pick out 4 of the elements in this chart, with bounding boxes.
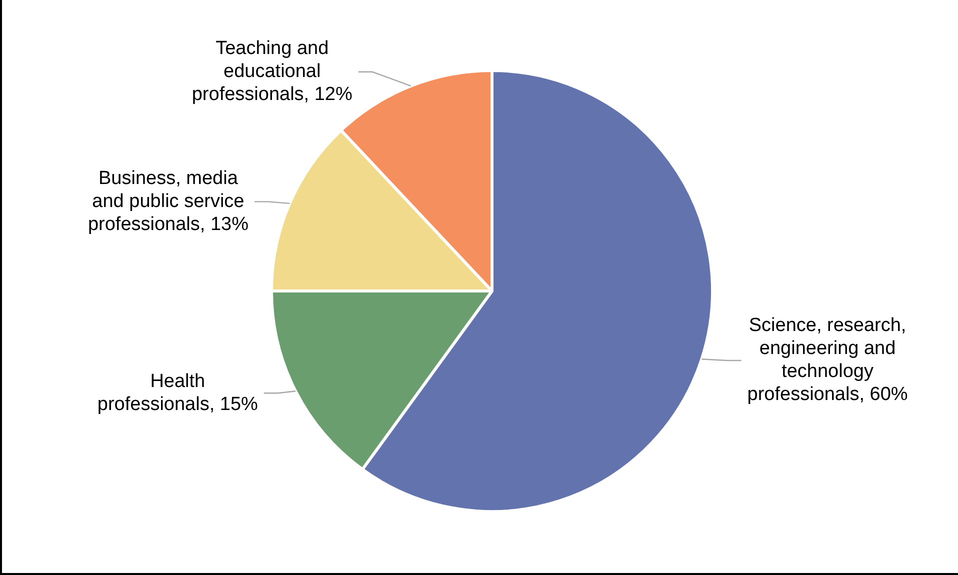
slice-label: Business, media and public service professionals, 13% [88,168,249,235]
slice-label: Teaching and educational professionals, 12% [192,38,352,106]
slice-label: Science, research, engineering and technology professionals, 60% [747,315,908,406]
slice-label: Health professionals, 15% [97,370,258,415]
